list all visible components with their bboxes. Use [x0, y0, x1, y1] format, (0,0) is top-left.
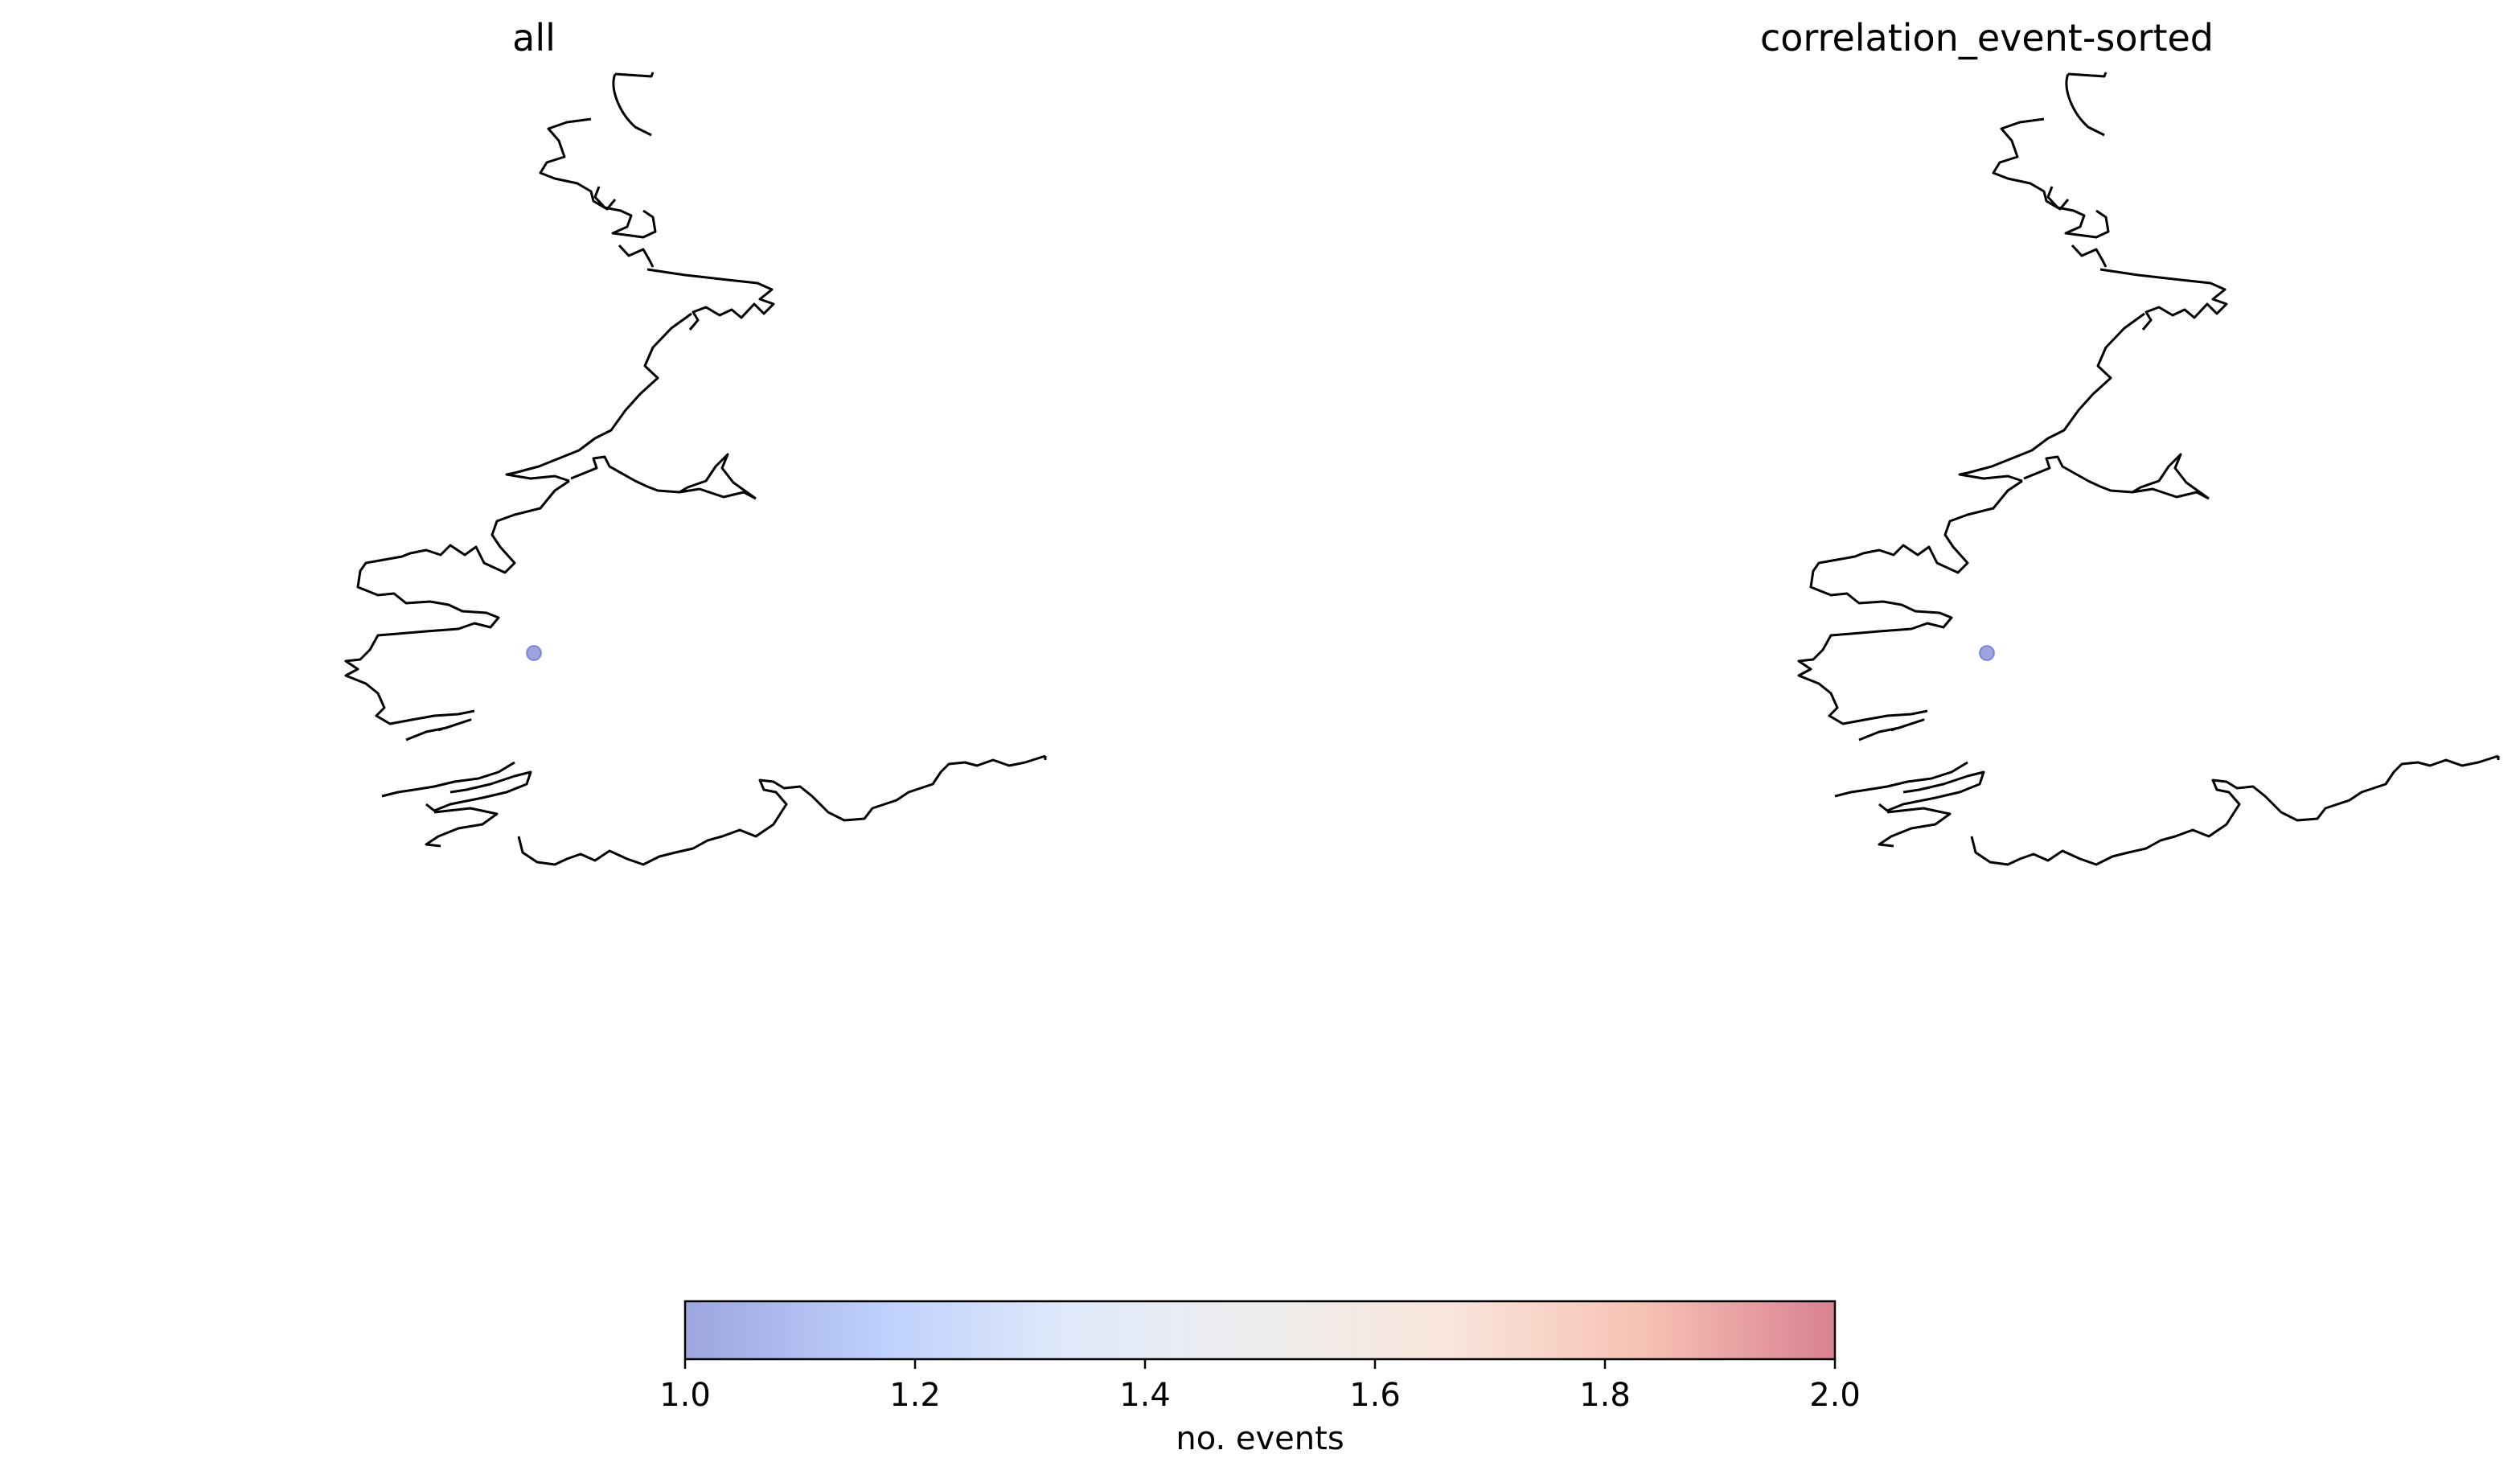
panel-title-right: correlation_event-sorted	[1760, 16, 2214, 60]
event-marker-right	[1979, 645, 1995, 661]
colorbar-gradient	[683, 1300, 1837, 1361]
map-panel-right	[1797, 71, 2500, 866]
panel-title-left: all	[512, 16, 556, 60]
colorbar-tick-label: 1.0	[659, 1377, 711, 1414]
colorbar-label: no. events	[1176, 1420, 1344, 1457]
colorbar-tick-label: 1.6	[1349, 1377, 1401, 1414]
colorbar-tick-label: 1.4	[1119, 1377, 1171, 1414]
colorbar-tick-label: 1.8	[1579, 1377, 1631, 1414]
event-marker-left	[526, 645, 542, 661]
map-panel-left	[344, 71, 1047, 866]
colorbar	[683, 1300, 1837, 1369]
colorbar-tick-label: 2.0	[1809, 1377, 1861, 1414]
colorbar-tick-label: 1.2	[889, 1377, 941, 1414]
